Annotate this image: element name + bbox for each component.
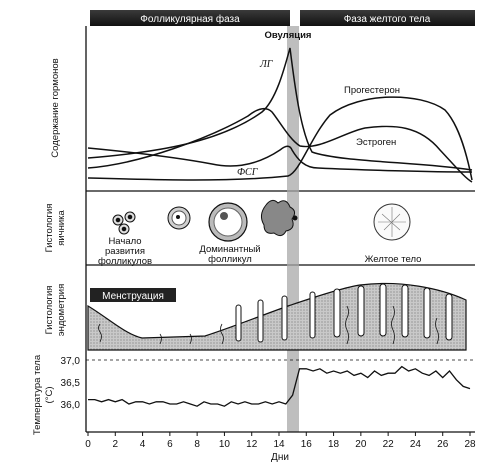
estrogen-curve [87,107,473,183]
hormone-curves [87,47,473,183]
menstruation-label-bg [90,288,176,302]
hormones-ylabel: Содержание гормонов [50,58,61,157]
x-tick-label: 8 [194,439,200,450]
temperature-tick-370: 37,0 [61,356,81,367]
ovary-stage1-line1: Начало [108,236,141,247]
x-axis-ticks: 0 2 4 6 8 10 12 14 16 18 20 22 24 26 28 [85,432,476,450]
temperature-series-line [88,365,471,407]
ovary-stage1-line2: развития [105,246,145,257]
estrogen-label: Эстроген [356,137,396,148]
dominant-follicle-image [208,202,248,242]
x-tick-label: 28 [464,439,476,450]
ovary-ylabel-line2: яичника [56,209,67,245]
x-tick-label: 20 [355,439,367,450]
progesterone-label: Прогестерон [344,85,400,96]
ruptured-follicle-image [260,199,298,237]
luteal-phase-label: Фаза желтого тела [344,14,431,25]
temperature-tick-365: 36,5 [61,378,81,389]
temperature-ylabel-line2: (°C) [44,387,55,404]
endometrium-ylabel-line1: Гистология [44,286,55,335]
ovulation-label: Овуляция [265,30,312,41]
x-tick-label: 26 [437,439,449,450]
fsh-curve [87,145,473,173]
luteal-phase-bar [300,10,475,26]
ovary-stage2-line2: фолликул [208,254,252,265]
x-tick-label: 14 [273,439,285,450]
x-tick-label: 18 [328,439,340,450]
x-tick-label: 12 [246,439,258,450]
temperature-ytick-labels: 37,0 36,5 36,0 [61,356,81,411]
x-tick-label: 2 [113,439,119,450]
endometrium-image [87,282,467,351]
menstruation-label: Менструация [102,291,164,302]
endometrium-ylabel-line2: эндометрия [56,284,67,337]
temperature-ylabel-line1: Температура тела [32,354,43,435]
lh-label: ЛГ [259,59,273,70]
growing-follicle-image [167,206,191,230]
x-tick-label: 0 [85,439,91,450]
x-tick-label: 4 [140,439,146,450]
follicular-phase-label: Фолликулярная фаза [140,13,240,25]
lh-curve [87,47,473,171]
x-tick-label: 6 [167,439,173,450]
fsh-label: ФСГ [237,167,258,178]
x-tick-label: 10 [219,439,231,450]
follicular-phase-bar [90,10,290,26]
early-follicles-image [112,211,136,235]
x-tick-label: 22 [383,439,395,450]
corpus-luteum-image [373,203,411,241]
progesterone-curve [87,96,473,181]
x-tick-label: 24 [410,439,422,450]
ovary-ylabel-line1: Гистология [44,204,55,253]
x-axis-label: Дни [271,452,289,463]
temperature-tick-360: 36,0 [61,400,81,411]
ovary-stage3-label: Желтое тело [365,254,422,265]
ovary-stage1-line3: фолликулов [98,256,152,267]
x-tick-label: 16 [301,439,313,450]
ovary-stage2-line1: Доминантный [199,244,260,255]
